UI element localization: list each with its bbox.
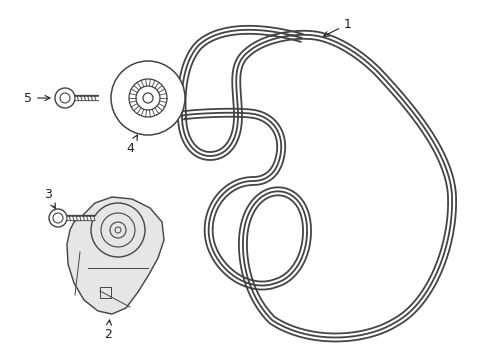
Text: 2: 2 <box>104 320 112 341</box>
Bar <box>100 287 111 298</box>
Text: 5: 5 <box>24 91 50 104</box>
Text: 1: 1 <box>323 18 352 36</box>
Circle shape <box>49 209 67 227</box>
Circle shape <box>55 88 75 108</box>
Polygon shape <box>67 197 164 314</box>
Text: 3: 3 <box>44 188 55 208</box>
Text: 4: 4 <box>126 135 137 154</box>
Circle shape <box>111 61 185 135</box>
